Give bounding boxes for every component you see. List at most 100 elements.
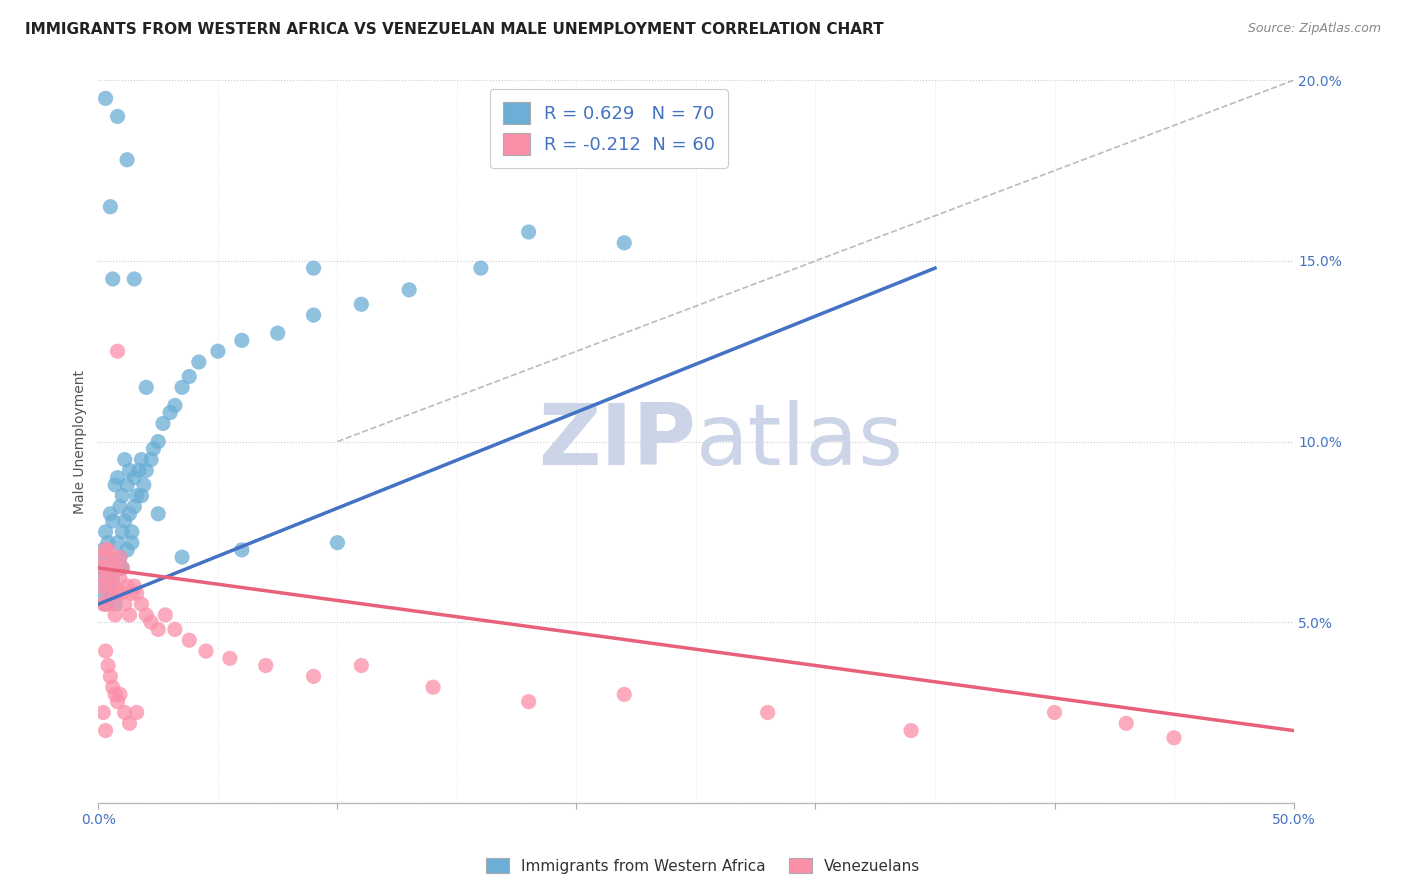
Point	[108, 500, 131, 514]
Legend: R = 0.629   N = 70, R = -0.212  N = 60: R = 0.629 N = 70, R = -0.212 N = 60	[489, 89, 728, 168]
Point	[1115, 716, 1137, 731]
Point	[104, 607, 127, 622]
Point	[114, 597, 136, 611]
Text: ZIP: ZIP	[538, 400, 696, 483]
Text: Source: ZipAtlas.com: Source: ZipAtlas.com	[1247, 22, 1381, 36]
Point	[107, 586, 129, 600]
Point	[135, 607, 157, 622]
Point	[302, 261, 325, 276]
Point	[128, 463, 150, 477]
Point	[179, 369, 201, 384]
Point	[756, 706, 779, 720]
Point	[219, 651, 242, 665]
Point	[139, 452, 162, 467]
Point	[121, 586, 143, 600]
Point	[155, 607, 177, 622]
Point	[267, 326, 290, 340]
Point	[104, 597, 127, 611]
Text: IMMIGRANTS FROM WESTERN AFRICA VS VENEZUELAN MALE UNEMPLOYMENT CORRELATION CHART: IMMIGRANTS FROM WESTERN AFRICA VS VENEZU…	[25, 22, 884, 37]
Point	[125, 489, 148, 503]
Point	[132, 478, 155, 492]
Point	[108, 561, 131, 575]
Point	[90, 579, 112, 593]
Point	[125, 586, 148, 600]
Point	[98, 586, 122, 600]
Point	[94, 550, 117, 565]
Point	[98, 572, 122, 586]
Point	[326, 535, 349, 549]
Point	[131, 452, 153, 467]
Point	[101, 514, 124, 528]
Text: atlas: atlas	[696, 400, 904, 483]
Point	[108, 572, 131, 586]
Point	[350, 658, 373, 673]
Point	[114, 706, 136, 720]
Point	[98, 200, 122, 214]
Point	[97, 658, 120, 673]
Point	[97, 561, 120, 575]
Point	[121, 524, 143, 539]
Point	[101, 579, 124, 593]
Point	[91, 706, 114, 720]
Point	[101, 572, 124, 586]
Point	[350, 297, 373, 311]
Point	[148, 623, 170, 637]
Point	[131, 489, 153, 503]
Point	[163, 398, 186, 412]
Point	[108, 550, 131, 565]
Point	[148, 507, 170, 521]
Point	[91, 542, 114, 557]
Point	[613, 687, 636, 701]
Point	[94, 597, 117, 611]
Point	[91, 550, 114, 565]
Point	[231, 542, 253, 557]
Point	[94, 644, 117, 658]
Point	[124, 500, 146, 514]
Point	[135, 463, 157, 477]
Point	[613, 235, 636, 250]
Point	[159, 406, 181, 420]
Point	[114, 514, 136, 528]
Point	[142, 442, 165, 456]
Point	[114, 452, 136, 467]
Point	[107, 109, 129, 123]
Point	[101, 550, 124, 565]
Point	[118, 607, 141, 622]
Point	[179, 633, 201, 648]
Point	[148, 434, 170, 449]
Point	[101, 680, 124, 694]
Point	[91, 572, 114, 586]
Point	[108, 550, 131, 565]
Point	[97, 542, 120, 557]
Point	[118, 463, 141, 477]
Point	[1163, 731, 1185, 745]
Point	[107, 695, 129, 709]
Point	[111, 524, 134, 539]
Point	[90, 586, 112, 600]
Point	[104, 478, 127, 492]
Point	[302, 669, 325, 683]
Point	[139, 615, 162, 630]
Point	[124, 272, 146, 286]
Point	[101, 272, 124, 286]
Point	[254, 658, 277, 673]
Point	[97, 535, 120, 549]
Point	[98, 507, 122, 521]
Point	[90, 561, 112, 575]
Point	[98, 597, 122, 611]
Point	[94, 723, 117, 738]
Point	[115, 579, 138, 593]
Point	[111, 586, 134, 600]
Point	[94, 597, 117, 611]
Point	[124, 471, 146, 485]
Point	[118, 507, 141, 521]
Point	[108, 687, 131, 701]
Point	[111, 561, 134, 575]
Point	[107, 471, 129, 485]
Point	[97, 586, 120, 600]
Point	[94, 542, 117, 557]
Legend: Immigrants from Western Africa, Venezuelans: Immigrants from Western Africa, Venezuel…	[479, 852, 927, 880]
Point	[94, 572, 117, 586]
Point	[1043, 706, 1066, 720]
Point	[207, 344, 229, 359]
